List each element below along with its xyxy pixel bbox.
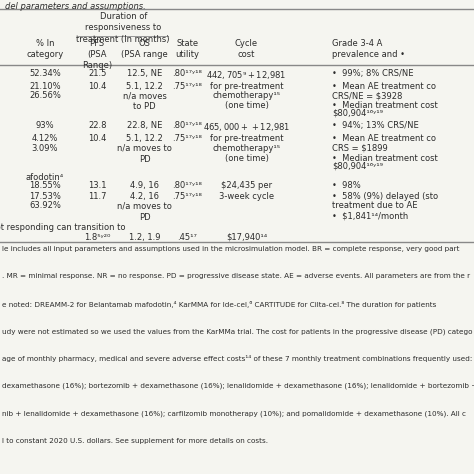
Text: $24,435 per: $24,435 per (221, 181, 272, 190)
Text: •  Mean AE treatment co: • Mean AE treatment co (332, 82, 436, 91)
Text: $80,904¹⁶ʸ¹⁹: $80,904¹⁶ʸ¹⁹ (332, 109, 383, 118)
Text: e noted: DREAMM-2 for Belantamab mafodotin,⁴ KarMMA for Ide-cel,⁶ CARTITUDE for : e noted: DREAMM-2 for Belantamab mafodot… (2, 301, 437, 308)
Text: 5.1, 12.2: 5.1, 12.2 (126, 82, 163, 91)
Text: .80¹⁷ʸ¹⁸: .80¹⁷ʸ¹⁸ (172, 121, 202, 130)
Text: Cycle
cost: Cycle cost (235, 39, 258, 59)
Text: .75¹⁷ʸ¹⁸: .75¹⁷ʸ¹⁸ (172, 192, 202, 201)
Text: $80,904¹⁶ʸ¹⁹: $80,904¹⁶ʸ¹⁹ (332, 161, 383, 170)
Text: CRS/NE = $3928: CRS/NE = $3928 (332, 91, 402, 100)
Text: •  94%; 13% CRS/NE: • 94%; 13% CRS/NE (332, 121, 419, 130)
Text: 26.56%: 26.56% (29, 91, 61, 100)
Text: 10.4: 10.4 (88, 134, 106, 143)
Text: .80¹⁷ʸ¹⁸: .80¹⁷ʸ¹⁸ (172, 69, 202, 78)
Text: •  Median treatment cost: • Median treatment cost (332, 101, 438, 110)
Text: 52.34%: 52.34% (29, 69, 61, 78)
Text: udy were not estimated so we used the values from the KarMMa trial. The cost for: udy were not estimated so we used the va… (2, 328, 473, 335)
Text: 21.10%: 21.10% (29, 82, 61, 91)
Text: $442,705⁹ + $12,981: $442,705⁹ + $12,981 (206, 69, 287, 81)
Text: le includes all input parameters and assumptions used in the microsimulation mod: le includes all input parameters and ass… (2, 246, 460, 252)
Text: n/a moves
to PD: n/a moves to PD (123, 91, 166, 111)
Text: 22.8, NE: 22.8, NE (127, 121, 162, 130)
Text: .75¹⁷ʸ¹⁸: .75¹⁷ʸ¹⁸ (172, 134, 202, 143)
Text: 4.12%: 4.12% (32, 134, 58, 143)
Text: 12.5, NE: 12.5, NE (127, 69, 162, 78)
Text: 11.7: 11.7 (88, 192, 107, 201)
Text: chemotherapy¹⁵: chemotherapy¹⁵ (212, 91, 281, 100)
Text: arms, not responding can transition to: arms, not responding can transition to (0, 223, 126, 232)
Text: l to constant 2020 U.S. dollars. See supplement for more details on costs.: l to constant 2020 U.S. dollars. See sup… (2, 438, 268, 444)
Text: .75¹⁷ʸ¹⁸: .75¹⁷ʸ¹⁸ (172, 82, 202, 91)
Text: 13.1: 13.1 (88, 181, 107, 190)
Text: (one time): (one time) (225, 101, 268, 110)
Text: •  Mean AE treatment co: • Mean AE treatment co (332, 134, 436, 143)
Text: OS
(PSA range: OS (PSA range (121, 39, 168, 59)
Text: 21.5: 21.5 (88, 69, 106, 78)
Text: 10.4: 10.4 (88, 82, 106, 91)
Text: % In
category: % In category (27, 39, 64, 59)
Text: •  $1,841¹⁴/month: • $1,841¹⁴/month (332, 211, 408, 220)
Text: afodotin⁴: afodotin⁴ (26, 173, 64, 182)
Text: Grade 3-4 A
prevalence and •: Grade 3-4 A prevalence and • (332, 39, 405, 59)
Text: .80¹⁷ʸ¹⁸: .80¹⁷ʸ¹⁸ (172, 181, 202, 190)
Text: $465,000+ + $12,981: $465,000+ + $12,981 (203, 121, 290, 133)
Text: (one time): (one time) (225, 154, 268, 163)
Text: chemotherapy¹⁵: chemotherapy¹⁵ (212, 144, 281, 153)
Text: •  Median treatment cost: • Median treatment cost (332, 154, 438, 163)
Text: $17,940¹⁴: $17,940¹⁴ (226, 233, 267, 242)
Text: for pre-treatment: for pre-treatment (210, 82, 283, 91)
Text: n/a moves to
PD: n/a moves to PD (117, 144, 172, 164)
Text: 63.92%: 63.92% (29, 201, 61, 210)
Text: •  58% (9%) delayed (sto: • 58% (9%) delayed (sto (332, 192, 438, 201)
Text: 17.53%: 17.53% (29, 192, 61, 201)
Text: •  99%; 8% CRS/NE: • 99%; 8% CRS/NE (332, 69, 413, 78)
Text: 5.1, 12.2: 5.1, 12.2 (126, 134, 163, 143)
Text: 22.8: 22.8 (88, 121, 107, 130)
Text: CRS = $1899: CRS = $1899 (332, 144, 388, 153)
Text: 3.09%: 3.09% (32, 144, 58, 153)
Text: 1.2, 1.9: 1.2, 1.9 (129, 233, 160, 242)
Text: PFS
(PSA
Range): PFS (PSA Range) (82, 39, 112, 70)
Text: nib + lenalidomide + dexamethasone (16%); carfilzomib monotherapy (10%); and pom: nib + lenalidomide + dexamethasone (16%)… (2, 410, 466, 417)
Text: .45¹⁷: .45¹⁷ (177, 233, 197, 242)
Text: for pre-treatment: for pre-treatment (210, 134, 283, 143)
Text: 1.8⁵ʸ²⁰: 1.8⁵ʸ²⁰ (84, 233, 110, 242)
Text: 4.2, 16: 4.2, 16 (130, 192, 159, 201)
Text: . MR = minimal response. NR = no response. PD = progressive disease state. AE = : . MR = minimal response. NR = no respons… (2, 273, 471, 279)
Text: dexamethasone (16%); bortezomib + dexamethasone (16%); lenalidomide + dexamethas: dexamethasone (16%); bortezomib + dexame… (2, 383, 474, 390)
Text: •  98%: • 98% (332, 181, 361, 190)
Text: 93%: 93% (36, 121, 55, 130)
Text: 4.9, 16: 4.9, 16 (130, 181, 159, 190)
Text: 3-week cycle: 3-week cycle (219, 192, 274, 201)
Text: Duration of
responsiveness to
treatment (In months): Duration of responsiveness to treatment … (76, 12, 170, 44)
Text: del parameters and assumptions.: del parameters and assumptions. (5, 2, 146, 11)
Text: age of monthly pharmacy, medical and severe adverse effect costs¹⁴ of these 7 mo: age of monthly pharmacy, medical and sev… (2, 356, 473, 363)
Text: treatment due to AE: treatment due to AE (332, 201, 417, 210)
Text: n/a moves to
PD: n/a moves to PD (117, 201, 172, 221)
Text: State
utility: State utility (175, 39, 199, 59)
Text: 18.55%: 18.55% (29, 181, 61, 190)
